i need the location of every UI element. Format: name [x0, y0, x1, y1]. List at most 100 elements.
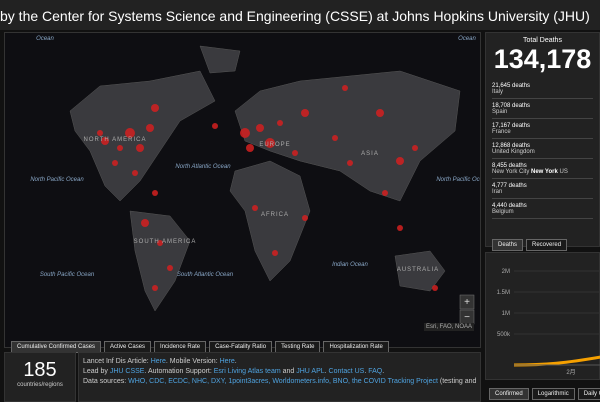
title: by the Center for Systems Science and En…	[0, 8, 590, 24]
map-label: North Pacific Ocean	[30, 177, 84, 183]
trend-tab[interactable]: Logarithmic	[531, 388, 575, 400]
case-dot	[151, 104, 159, 112]
case-dot	[132, 170, 138, 176]
map-label: EUROPE	[259, 142, 290, 148]
info-link[interactable]: Here	[219, 358, 235, 365]
info-text: Data sources:	[83, 378, 129, 385]
case-dot	[136, 144, 144, 152]
map-label: SOUTH AMERICA	[134, 239, 197, 245]
map-label: Ocean	[458, 36, 476, 42]
case-dot	[347, 160, 353, 166]
death-count: 17,167 deaths	[492, 123, 531, 129]
case-dot	[240, 128, 250, 138]
case-dot	[432, 285, 438, 291]
deaths-tab[interactable]: Deaths	[492, 239, 524, 251]
map[interactable]: Ocean NORTH AMERICA North Atlantic Ocean No…	[5, 33, 480, 333]
info-link[interactable]: FAQ	[368, 368, 383, 375]
deaths-total: 134,178	[493, 44, 592, 74]
death-entry[interactable]: 12,868 deaths United Kingdom	[492, 139, 593, 159]
place-part: New York City	[492, 169, 532, 175]
place-part: US	[557, 169, 568, 175]
attribution: Esri, FAO, NOAA	[423, 323, 474, 331]
case-dot	[256, 124, 264, 132]
trend-tab[interactable]: Daily Ca	[577, 388, 600, 400]
death-count: 8,455 deaths	[492, 163, 527, 169]
deaths-tabs: Deaths Recovered	[492, 233, 593, 251]
info-text: (testing and	[437, 378, 477, 385]
count-label: countries/regions	[17, 382, 63, 388]
info-text: .	[364, 368, 369, 375]
info-text: .	[324, 368, 329, 375]
info-text: .	[382, 368, 385, 375]
case-dot	[277, 120, 283, 126]
death-place: Spain	[492, 109, 508, 115]
map-label: AUSTRALIA	[397, 267, 439, 273]
death-entry[interactable]: 21,645 deaths Italy	[492, 79, 593, 99]
svg-text:−: −	[464, 312, 470, 323]
case-dot	[167, 265, 173, 271]
case-dot	[272, 250, 278, 256]
death-entry[interactable]: 17,167 deaths France	[492, 119, 593, 139]
case-dot	[342, 85, 348, 91]
count-panel: 185 countries/regions	[4, 352, 76, 402]
case-dot	[301, 109, 309, 117]
trend-panel: 2M 1.5M 1M 500k 2月	[485, 252, 600, 380]
map-label: North Atlantic Ocean	[175, 164, 231, 170]
info-link[interactable]: Here	[150, 358, 166, 365]
map-panel: Ocean NORTH AMERICA North Atlantic Ocean No…	[4, 32, 481, 353]
death-place: Italy	[492, 89, 504, 95]
case-dot	[252, 205, 258, 211]
death-entry[interactable]: 18,708 deaths Spain	[492, 99, 593, 119]
y-tick-label: 500k	[497, 332, 511, 338]
case-dot	[141, 219, 149, 227]
death-entry[interactable]: 8,455 deaths New York City New York US	[492, 159, 593, 179]
case-dot	[246, 144, 254, 152]
case-dot	[212, 123, 218, 129]
death-entry[interactable]: 4,777 deaths Iran	[492, 179, 593, 199]
death-count: 4,777 deaths	[492, 183, 527, 189]
case-dot	[265, 138, 275, 148]
case-dot	[302, 215, 308, 221]
death-place: Iran	[492, 189, 503, 195]
case-dot	[397, 225, 403, 231]
case-dot	[382, 190, 388, 196]
death-count: 12,868 deaths	[492, 143, 531, 149]
map-label: South Pacific Ocean	[40, 272, 95, 278]
info-text: Lancet Inf Dis Article:	[83, 358, 151, 365]
death-place: France	[492, 129, 511, 135]
case-dot	[112, 160, 118, 166]
death-entry[interactable]: 4,440 deaths Belgium	[492, 199, 593, 219]
info-link[interactable]: Contact US	[328, 368, 365, 375]
info-line: Lancet Inf Dis Article: Here. Mobile Ver…	[83, 357, 476, 367]
header: by the Center for Systems Science and En…	[0, 0, 600, 30]
deaths-tab[interactable]: Recovered	[526, 239, 568, 251]
case-dot	[146, 124, 154, 132]
death-count: 21,645 deaths	[492, 83, 531, 89]
y-tick-label: 2M	[502, 269, 510, 275]
death-place: New York City New York US	[492, 169, 593, 175]
case-dot	[332, 135, 338, 141]
info-text: . Automation Support:	[144, 368, 214, 375]
case-dot	[152, 190, 158, 196]
map-label: South Atlantic Ocean	[177, 272, 234, 278]
map-label: ASIA	[361, 151, 379, 157]
death-place: United Kingdom	[492, 149, 535, 155]
info-line: Data sources: WHO, CDC, ECDC, NHC, DXY, …	[83, 377, 476, 387]
y-tick-label: 1M	[502, 311, 510, 317]
info-link[interactable]: JHU CSSE	[109, 368, 145, 375]
case-dot	[117, 145, 123, 151]
trend-tab[interactable]: Confirmed	[489, 388, 529, 400]
map-label: North Pacific Ocean	[436, 177, 480, 183]
case-dot	[412, 145, 418, 151]
info-text: .	[234, 358, 237, 365]
death-count: 4,440 deaths	[492, 203, 527, 209]
info-text: . Mobile Version:	[165, 358, 220, 365]
y-tick-label: 1.5M	[497, 290, 510, 296]
deaths-list: 21,645 deaths Italy 18,708 deaths Spain 17,1…	[492, 79, 593, 229]
info-link[interactable]: Esri Living Atlas team	[213, 368, 281, 375]
info-link[interactable]: JHU APL	[296, 368, 325, 375]
case-dot	[292, 150, 298, 156]
info-link[interactable]: WHO, CDC, ECDC, NHC, DXY, 1point3acres, …	[128, 378, 438, 385]
